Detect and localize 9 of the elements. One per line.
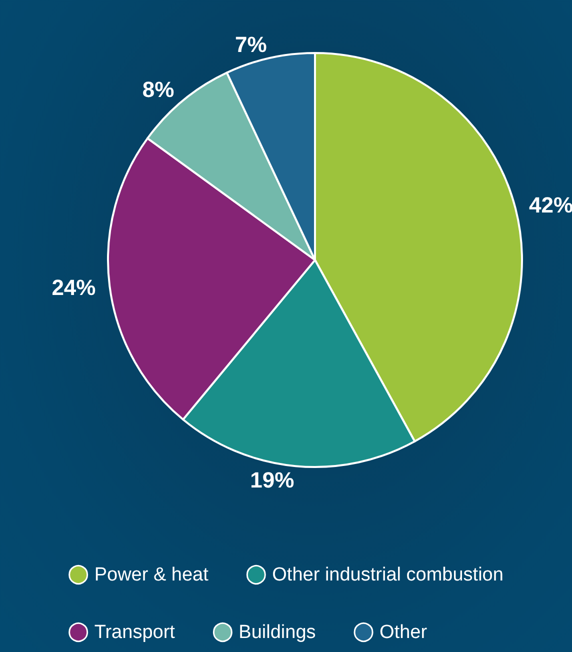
legend-label: Transport <box>94 622 176 643</box>
legend-label: Buildings <box>238 622 316 643</box>
legend-label: Power & heat <box>94 564 210 586</box>
data-label: 8% <box>142 77 174 102</box>
data-label: 19% <box>250 468 294 493</box>
legend-label: Other industrial combustion <box>272 564 504 586</box>
data-label: 24% <box>52 275 96 300</box>
data-label: 7% <box>234 32 267 57</box>
legend-label: Other <box>380 622 428 643</box>
